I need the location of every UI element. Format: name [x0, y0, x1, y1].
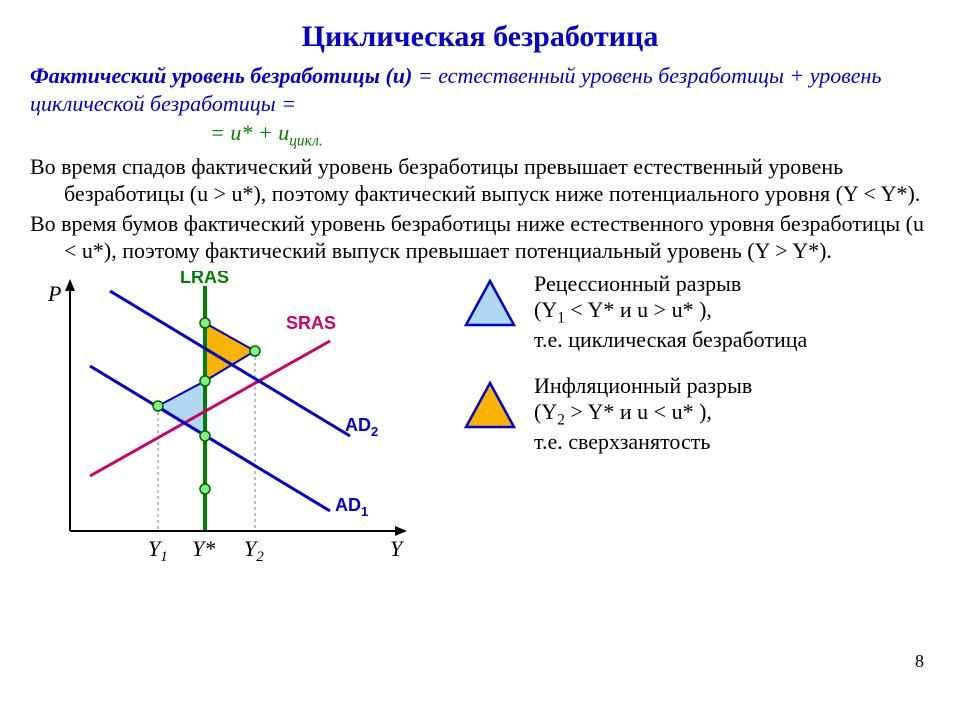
legend-recession-text: Рецессионный разрыв (Y1 < Y* и u > u* ),… [534, 271, 807, 353]
x-tick-ystar: Y* [192, 536, 215, 561]
p-axis-label: P [47, 281, 61, 306]
lras-label: LRAS [180, 271, 229, 287]
triangle-icon-recession [460, 275, 520, 331]
point-5 [250, 346, 260, 356]
y-axis-arrow [65, 279, 75, 291]
sras-label: SRAS [286, 313, 336, 333]
page-number: 8 [915, 651, 924, 672]
def-ustar: u* [230, 120, 252, 145]
ad1-label: AD1 [335, 495, 368, 519]
lower-section: P Y LRAS SRAS AD2 AD1 Y1 Y* Y2 Рецессион… [30, 271, 930, 581]
def-plus: + [252, 120, 278, 145]
legend-inflation-text: Инфляционный разрыв (Y2 > Y* и u < u* ),… [534, 373, 752, 455]
definition-formula: = u* + uцикл. [30, 119, 930, 151]
point-3 [200, 431, 210, 441]
point-4 [200, 318, 210, 328]
point-6 [200, 484, 210, 494]
def-lhs: Фактический уровень безработицы (u) [30, 63, 412, 88]
paragraph-boom: Во время бумов фактический уровень безра… [30, 210, 930, 265]
point-2 [200, 376, 210, 386]
recession-gap-triangle [158, 381, 205, 436]
definition-line: Фактический уровень безработицы (u) = ес… [30, 62, 930, 117]
paragraph-recession: Во время спадов фактический уровень безр… [30, 153, 930, 208]
economics-chart: P Y LRAS SRAS AD2 AD1 Y1 Y* Y2 [30, 271, 450, 581]
x-tick-y2: Y2 [244, 536, 264, 565]
triangle-icon-inflation [460, 377, 520, 433]
y-axis-label: Y [390, 536, 405, 561]
legend: Рецессионный разрыв (Y1 < Y* и u > u* ),… [450, 271, 930, 476]
def-eq-pre: = [210, 120, 230, 145]
legend-inflation: Инфляционный разрыв (Y2 > Y* и u < u* ),… [460, 373, 930, 455]
legend-recession: Рецессионный разрыв (Y1 < Y* и u > u* ),… [460, 271, 930, 353]
def-ucycle-sub: цикл. [289, 132, 322, 149]
x-axis-arrow [395, 526, 407, 536]
point-1 [153, 401, 163, 411]
page-title: Циклическая безработица [30, 20, 930, 54]
x-tick-y1: Y1 [148, 536, 168, 565]
def-ucycle: u [278, 120, 289, 145]
